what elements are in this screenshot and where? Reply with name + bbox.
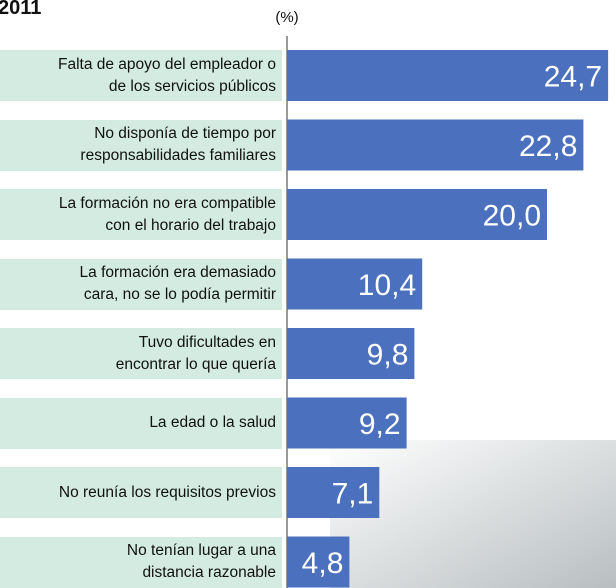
category-label: Tuvo dificultades en encontrar lo que qu… [0, 328, 282, 379]
bar [287, 536, 350, 588]
value-label: 22,8 [519, 130, 577, 163]
bar [287, 119, 584, 171]
category-label: Falta de apoyo del empleador o de los se… [0, 50, 282, 101]
bar [287, 328, 415, 379]
value-label: 9,8 [367, 339, 409, 372]
category-label: No disponía de tiempo por responsabilida… [0, 119, 282, 171]
bar [287, 397, 407, 449]
bar [287, 467, 380, 518]
category-label: La formación no era compatible con el ho… [0, 189, 282, 240]
value-label: 7,1 [332, 478, 374, 511]
value-label: 9,2 [359, 408, 401, 441]
category-label: La edad o la salud [0, 397, 282, 449]
value-label: 24,7 [544, 61, 602, 94]
value-label: 4,8 [302, 547, 344, 580]
category-label: No reunía los requisitos previos [0, 467, 282, 518]
unit-label: (%) [275, 9, 298, 26]
value-label: 10,4 [358, 269, 416, 302]
bar [287, 50, 609, 101]
bar [287, 258, 423, 310]
chart-title: 2011 [0, 0, 41, 19]
category-label: La formación era demasiado cara, no se l… [0, 258, 282, 310]
category-label: No tenían lugar a una distancia razonabl… [0, 536, 282, 588]
value-label: 20,0 [483, 200, 541, 233]
bar [287, 189, 547, 240]
